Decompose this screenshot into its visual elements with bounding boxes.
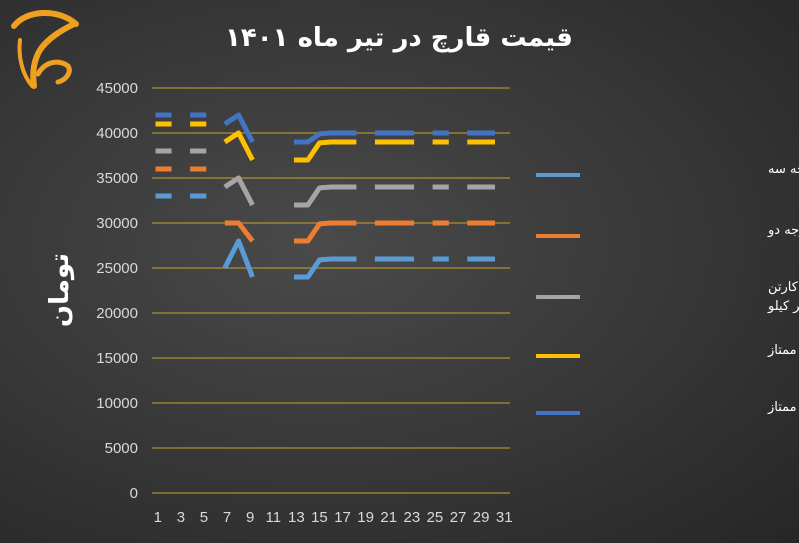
x-tick-label: 11: [265, 509, 281, 526]
legend-label: قارچ فله درجه یک سبد ممتاز: [767, 400, 799, 415]
legend-label: قارچ فله درجه سه: [768, 162, 799, 177]
x-tick-label: 29: [473, 509, 490, 526]
x-tick-label: 31: [496, 509, 513, 526]
x-tick-label: 3: [177, 509, 185, 526]
series-segment: [223, 175, 255, 207]
x-tick-label: 23: [403, 509, 420, 526]
y-axis-ticks: 0 5000 10000 15000 20000 25000 30000 35000 40000…: [96, 80, 138, 502]
x-tick-label: 1: [154, 509, 162, 526]
x-axis-ticks: 1 3 5 7 9 11 13 15 17 19 21 23 25 27 29 31: [154, 509, 513, 526]
series-segment: [223, 112, 255, 144]
series-lines: [155, 112, 495, 280]
stylized-mushroom-logo-icon: [11, 9, 79, 89]
y-tick-label: 15000: [96, 350, 138, 367]
y-tick-label: 30000: [96, 215, 138, 232]
series-segment: [223, 130, 255, 162]
y-axis-label: تومان: [45, 253, 75, 327]
series-segment: [294, 130, 357, 145]
legend-item: قارچ فله درسبد و کیسه و کارتن(کیفیت متوس…: [536, 280, 799, 314]
series-line: [155, 193, 495, 280]
y-tick-label: 35000: [96, 170, 138, 187]
y-tick-label: 45000: [96, 80, 138, 97]
legend-item: قارچ فله درجه یک کیسه ممتاز: [536, 343, 799, 358]
y-tick-label: 0: [130, 485, 138, 502]
series-segment: [294, 139, 357, 163]
y-tick-label: 5000: [105, 440, 138, 457]
x-tick-label: 19: [357, 509, 374, 526]
x-tick-label: 5: [200, 509, 208, 526]
series-segment: [294, 220, 357, 244]
series-segment: [224, 220, 255, 243]
x-tick-label: 17: [334, 509, 351, 526]
x-tick-label: 9: [246, 509, 254, 526]
legend-item: قارچ فله درجه سه: [536, 162, 799, 177]
x-tick-label: 15: [311, 509, 328, 526]
y-tick-label: 10000: [96, 395, 138, 412]
legend-item: قارچ فله درجه یک سبد ممتاز: [536, 400, 799, 415]
x-tick-label: 27: [450, 509, 467, 526]
y-tick-label: 20000: [96, 305, 138, 322]
series-segment: [294, 184, 357, 208]
series-segment: [294, 256, 357, 280]
legend-item: قارچ فله درجه دو: [536, 223, 799, 238]
series-line: [155, 112, 495, 145]
legend-label: قارچ فله درجه دو: [767, 223, 799, 238]
x-tick-label: 21: [380, 509, 397, 526]
y-tick-label: 25000: [96, 260, 138, 277]
x-tick-label: 13: [288, 509, 305, 526]
legend-label: قارچ فله درسبد و کیسه و کارتن(کیفیت متوس…: [767, 280, 799, 314]
x-tick-label: 7: [223, 509, 231, 526]
chart-title: قیمت قارچ در تیر ماه ۱۴۰۱: [225, 23, 573, 53]
series-line: [155, 121, 495, 163]
series-line: [155, 166, 495, 244]
series-segment: [222, 238, 255, 278]
y-tick-label: 40000: [96, 125, 138, 142]
series-line: [155, 148, 495, 208]
legend: قارچ فله درجه سه قارچ فله درجه دو قارچ فله…: [536, 162, 799, 415]
x-tick-label: 25: [427, 509, 444, 526]
legend-label: قارچ فله درجه یک کیسه ممتاز: [767, 343, 799, 358]
